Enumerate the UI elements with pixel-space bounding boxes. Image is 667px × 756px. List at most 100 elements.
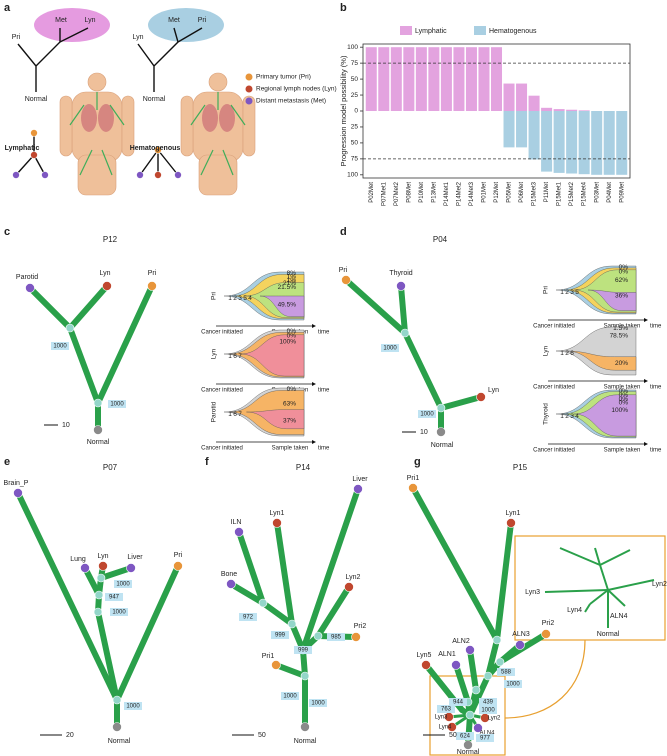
axis-arrow [644,318,648,322]
clone-label: 6 [233,353,237,360]
zoom-box [429,675,506,756]
inset-branch [544,589,609,593]
legend-label: Primary tumor (Pri) [256,74,311,81]
clone-label: 1 [228,353,232,360]
tree-junction [93,398,103,408]
x-tick-label: P14Met3 [469,181,475,206]
clone-label: 6 [570,350,574,357]
clone-label: 1 [560,350,564,357]
x-tick-label: P08Met [406,182,412,203]
zoom-connector [504,639,586,719]
tree-node [102,281,112,291]
tree-junction [258,598,268,608]
y-tick-label: 100 [347,44,358,51]
x-tick-label: P02Met [369,182,375,203]
sample-label: Pri [543,286,550,294]
bar [516,111,528,148]
clone-label: 1 [560,289,564,296]
panel-letter: c [4,226,10,238]
fraction-label: 21% [283,280,296,287]
label: Pri [174,552,183,559]
fraction-label: 1% [287,277,297,284]
axis-arrow [312,382,316,386]
tree-branch [398,283,408,336]
axis-arrow [312,324,316,328]
label: Pri [339,267,348,274]
tree-node [463,740,473,750]
label: Pri1 [262,653,275,660]
bar [390,47,402,111]
tree-node [344,582,354,592]
fraction-label: 37% [283,417,296,424]
fraction-label: 36% [615,292,628,299]
label: Lyn [488,387,499,394]
bootstrap-box [309,699,327,707]
legend-swatch [474,26,486,35]
label: Normal [108,738,131,745]
tree-node [226,579,236,589]
label: Lyn1 [506,510,521,517]
scale-label: 50 [449,732,457,739]
tree-branch [343,277,408,336]
inset-branch [607,579,655,591]
label: Lyn2 [346,574,361,581]
bar [490,47,503,111]
fraction-label: 1% [287,274,297,281]
bootstrap-label: 624 [460,734,471,740]
bootstrap-label: 1000 [112,610,126,616]
inset-label: Normal [597,631,620,638]
x-tick-label: P01Met [482,182,488,203]
bootstrap-box [114,580,132,588]
label: Brain_P [4,480,29,487]
label: Pri [148,270,157,277]
clone-label: 1 [228,295,232,302]
fraction-label: 63% [283,401,296,408]
legend-label: Lymphatic [415,28,447,35]
label: Lyn3 [435,715,448,721]
time-label: Cancer initiated [201,388,243,394]
tree-node [515,640,525,650]
tree-node [98,561,108,571]
tree-branch [228,581,266,606]
tree-junction [436,403,446,413]
label: Normal [87,439,110,446]
tree-junction [300,671,310,681]
bar [566,109,578,111]
tree-junction [65,323,75,333]
x-tick-label: P11Met [544,182,550,203]
label: Liver [127,554,143,561]
legend-swatch [400,26,412,35]
bar [541,107,553,111]
legend-label: Hematogenous [489,28,537,35]
x-tick-label: P04Met [607,182,613,203]
patient-label: P12 [103,235,118,244]
time-label: Sample taken [604,448,641,454]
label: Parotid [16,274,38,281]
tree-junction [471,685,481,695]
label: Pri1 [407,475,420,482]
bar [553,111,565,173]
bar [428,47,440,111]
inset-label: Lyn2 [652,581,667,588]
label: Lyn5 [417,652,432,659]
label: Pri2 [542,620,555,627]
patient-label: P07 [103,463,118,472]
time-label: Cancer initiated [533,385,575,391]
tree-node [473,723,483,733]
clone-band [259,295,305,317]
fraction-label: 0% [287,328,297,335]
y-tick-label: 25 [351,92,359,99]
tree-junction [94,590,104,600]
clone-label: 3 [570,289,574,296]
bar [578,110,590,111]
tree-node [300,722,310,732]
bar [566,111,578,174]
fraction-label: 20% [615,360,628,367]
fraction-label: 0% [619,268,629,275]
tree-junction [465,710,475,720]
x-tick-label: P06Met [519,182,525,203]
time-label: time [318,330,330,336]
label: Lyn [97,553,108,560]
scale-label: 20 [66,732,74,739]
clone-label: 5 [575,289,579,296]
